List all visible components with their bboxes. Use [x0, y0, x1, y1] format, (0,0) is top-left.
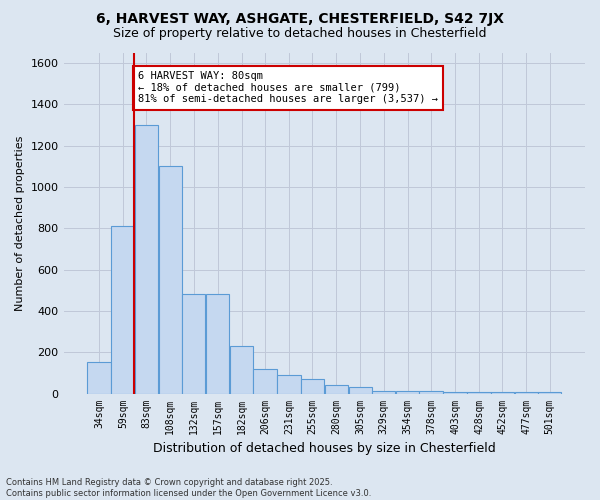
Bar [134, 125, 158, 394]
Bar [396, 392, 419, 394]
Bar [87, 362, 110, 394]
Bar [301, 379, 324, 394]
Text: Contains HM Land Registry data © Crown copyright and database right 2025.
Contai: Contains HM Land Registry data © Crown c… [6, 478, 371, 498]
Bar [158, 166, 182, 394]
Bar [515, 392, 538, 394]
Bar [325, 386, 348, 394]
Bar [253, 369, 277, 394]
Bar [372, 392, 395, 394]
Text: 6 HARVEST WAY: 80sqm
← 18% of detached houses are smaller (799)
81% of semi-deta: 6 HARVEST WAY: 80sqm ← 18% of detached h… [138, 71, 438, 104]
Bar [538, 392, 561, 394]
Bar [206, 294, 229, 394]
Bar [182, 294, 205, 394]
Bar [467, 392, 491, 394]
Text: 6, HARVEST WAY, ASHGATE, CHESTERFIELD, S42 7JX: 6, HARVEST WAY, ASHGATE, CHESTERFIELD, S… [96, 12, 504, 26]
Bar [419, 392, 443, 394]
Bar [491, 392, 514, 394]
X-axis label: Distribution of detached houses by size in Chesterfield: Distribution of detached houses by size … [153, 442, 496, 455]
Bar [277, 375, 301, 394]
Text: Size of property relative to detached houses in Chesterfield: Size of property relative to detached ho… [113, 28, 487, 40]
Bar [112, 226, 135, 394]
Bar [349, 388, 372, 394]
Bar [443, 392, 467, 394]
Y-axis label: Number of detached properties: Number of detached properties [15, 136, 25, 310]
Bar [230, 346, 253, 394]
